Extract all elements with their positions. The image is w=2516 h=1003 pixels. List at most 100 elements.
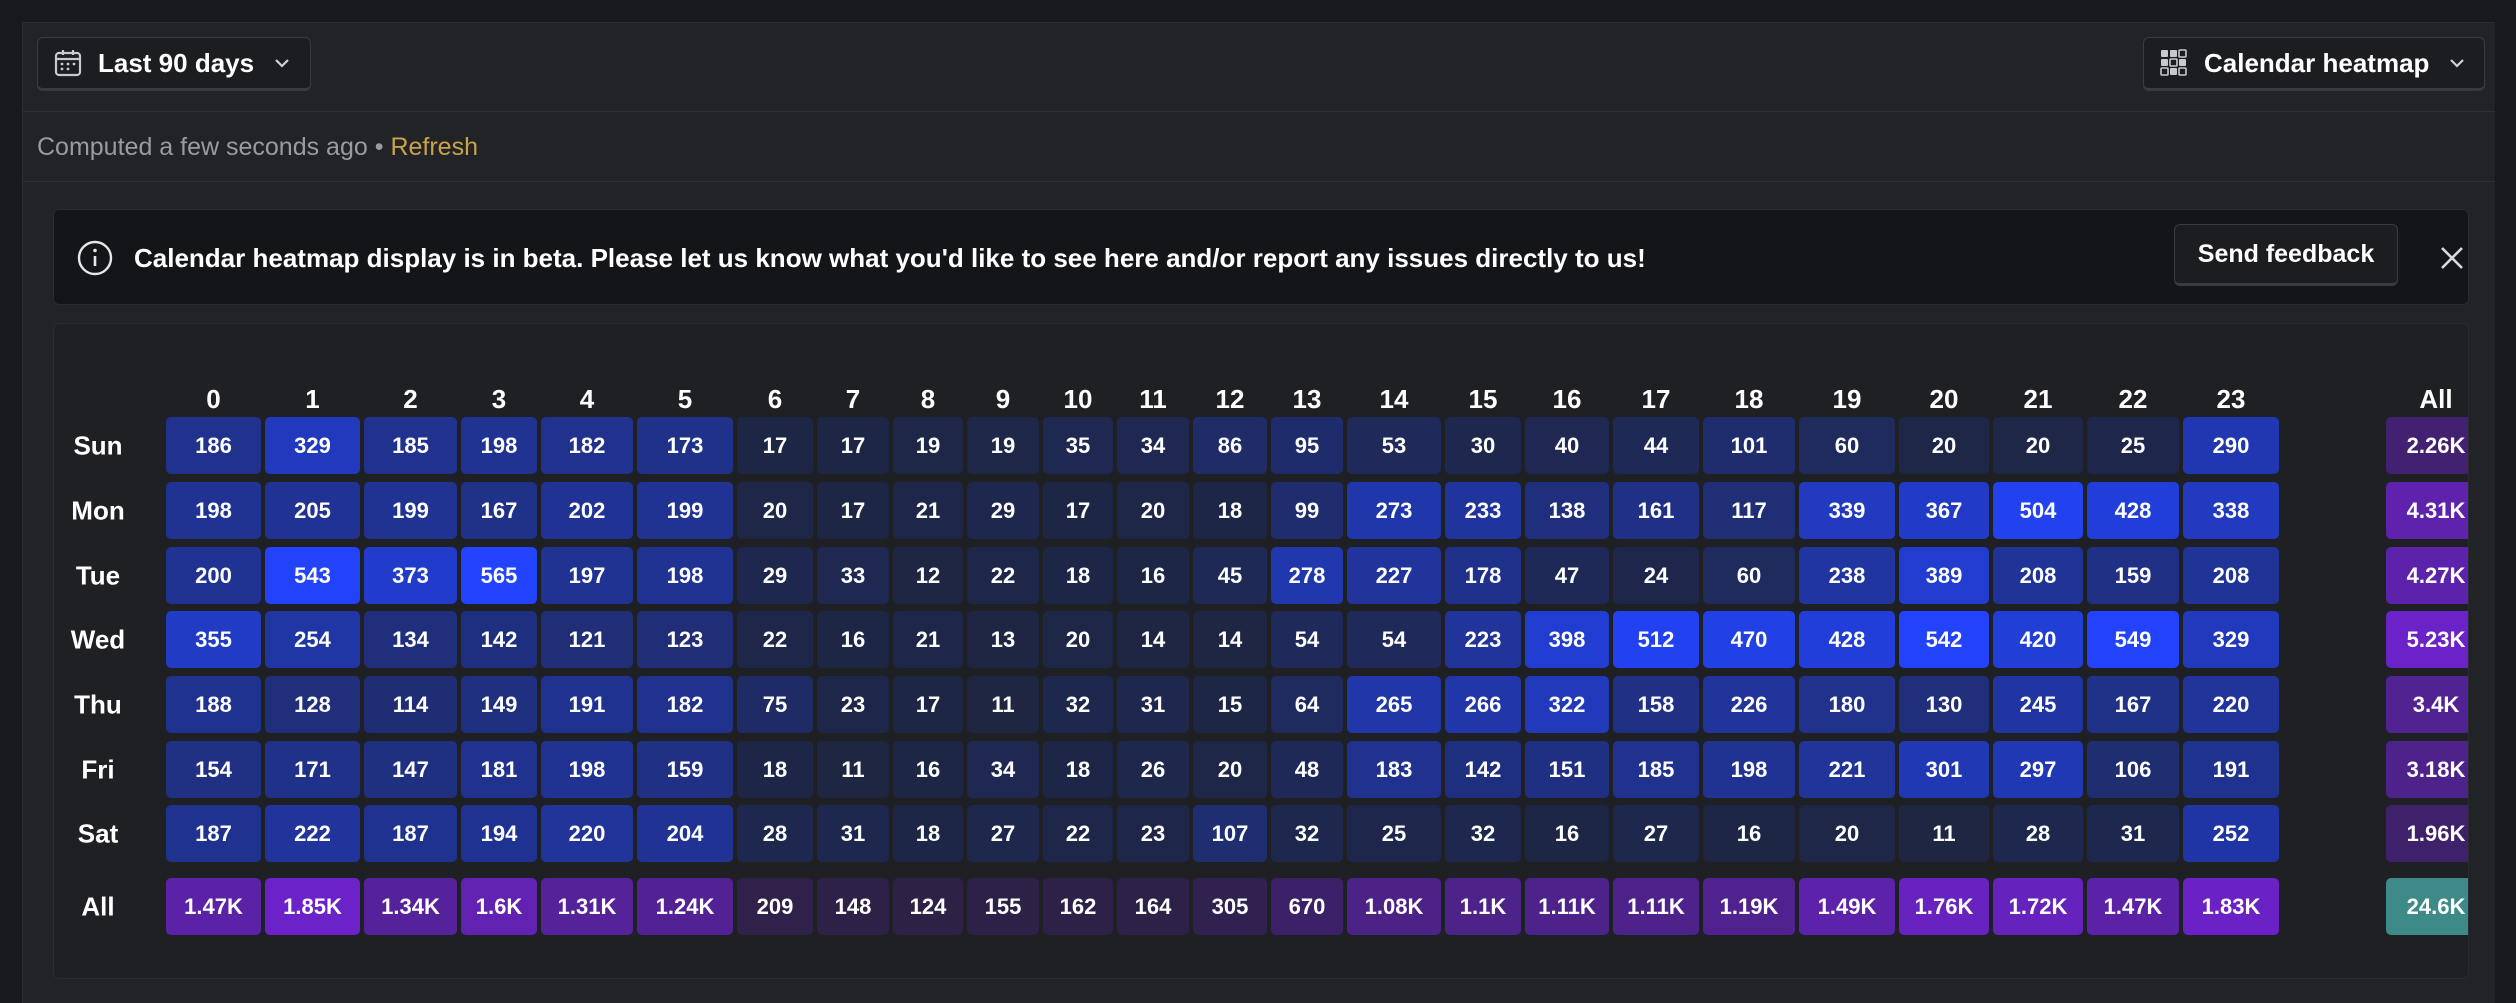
heatmap-cell [1043,611,1113,668]
column-total-cell [1043,878,1113,935]
cell-value: 17 [763,433,787,458]
heatmap-cell [1899,741,1989,798]
cell-value: 142 [1465,757,1502,782]
heatmap-cell [1117,611,1189,668]
heatmap-cell [1193,805,1267,862]
cell-value: 278 [1289,563,1326,588]
heatmap-cell [1899,482,1989,539]
heatmap-cell [817,611,889,668]
heatmap-cell [2087,805,2179,862]
heatmap-cell [1193,547,1267,604]
cell-value: 265 [1376,692,1413,717]
cell-value: 19 [916,433,940,458]
cell-value: 32 [1471,821,1495,846]
cell-value: 187 [392,821,429,846]
cell-value: 23 [841,692,865,717]
close-icon[interactable] [2434,240,2470,276]
day-label: Thu [74,690,122,720]
cell-value: 238 [1829,563,1866,588]
cell-value: 565 [481,563,518,588]
hour-header: 11 [1139,384,1167,414]
cell-value: 86 [1218,433,1242,458]
refresh-link[interactable]: Refresh [390,133,478,161]
heatmap-cell [967,741,1039,798]
cell-value: 512 [1638,627,1675,652]
heatmap-cell [1613,482,1699,539]
cell-value: 25 [2121,433,2145,458]
cell-value: 389 [1926,563,1963,588]
heatmap-cell [461,805,537,862]
heatmap-cell [2183,611,2279,668]
heatmap-cell [2183,547,2279,604]
heatmap-cell [1271,611,1343,668]
cell-value: 329 [294,433,331,458]
column-total-value: 209 [757,894,794,919]
cell-value: 198 [667,563,704,588]
heatmap-cell [1703,611,1795,668]
cell-value: 142 [481,627,518,652]
cell-value: 161 [1638,498,1675,523]
column-total-cell [461,878,537,935]
cell-value: 18 [916,821,940,846]
cell-value: 185 [392,433,429,458]
column-total-value: 1.24K [656,894,715,919]
cell-value: 154 [195,757,232,782]
heatmap-cell [1799,805,1895,862]
cell-value: 101 [1731,433,1768,458]
column-total-cell [265,878,360,935]
cell-value: 138 [1549,498,1586,523]
cell-value: 233 [1465,498,1502,523]
heatmap-cell [2087,741,2179,798]
cell-value: 11 [1932,821,1955,846]
cell-value: 25 [1382,821,1406,846]
column-total-value: 164 [1135,894,1172,919]
cell-value: 15 [1218,692,1242,717]
column-total-cell [1899,878,1989,935]
cell-value: 200 [195,563,232,588]
day-label: Mon [71,496,124,526]
cell-value: 290 [2213,433,2250,458]
cell-value: 95 [1295,433,1319,458]
heatmap-cell [1117,417,1189,474]
heatmap-cell [166,611,261,668]
heatmap-cell [461,676,537,733]
heatmap-cell [1525,482,1609,539]
cell-value: 185 [1638,757,1675,782]
cell-value: 202 [569,498,606,523]
cell-value: 34 [1141,433,1166,458]
cell-value: 198 [481,433,518,458]
cell-value: 60 [1835,433,1859,458]
cell-value: 191 [569,692,606,717]
heatmap-cell [364,676,457,733]
cell-value: 107 [1212,821,1249,846]
heatmap-cell [1445,741,1521,798]
cell-value: 17 [916,692,940,717]
display-type-button[interactable]: Calendar heatmap [2143,37,2485,91]
date-range-button[interactable]: Last 90 days [37,37,311,91]
heatmap-cell [1043,417,1113,474]
cell-value: 24 [1644,563,1669,588]
column-total-cell [967,878,1039,935]
heatmap-cell [265,482,360,539]
cell-value: 16 [1555,821,1579,846]
send-feedback-button[interactable]: Send feedback [2174,224,2398,286]
heatmap-cell [637,417,733,474]
row-total-value: 3.4K [2413,692,2460,717]
hour-header: 8 [921,384,935,414]
cell-value: 32 [1066,692,1090,717]
cell-value: 373 [392,563,429,588]
row-total-cell [2386,417,2468,474]
heatmap-cell [737,547,813,604]
heatmap-cell [967,547,1039,604]
column-total-cell [893,878,963,935]
hour-header: 18 [1735,384,1764,414]
hour-header: 21 [2024,384,2053,414]
row-total-cell [2386,741,2468,798]
hour-header: 15 [1469,384,1498,414]
cell-value: 504 [2020,498,2057,523]
cell-value: 134 [392,627,429,652]
heatmap-cell [1799,482,1895,539]
column-total-cell [817,878,889,935]
row-total-cell [2386,805,2468,862]
cell-value: 16 [841,627,865,652]
